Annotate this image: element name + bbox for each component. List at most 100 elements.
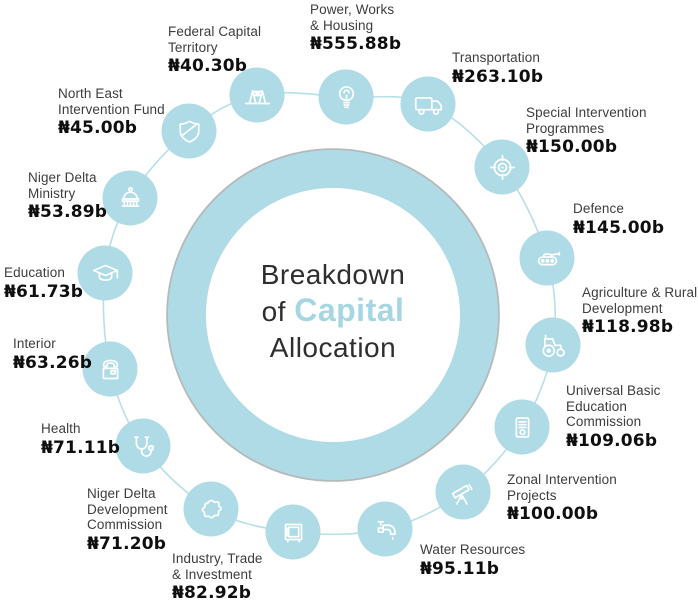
stethoscope-icon [133, 435, 154, 457]
sector-label-industry-trade-investment: Industry, Trade & Investment ₦82.92b [172, 551, 263, 603]
sector-node-interior [82, 341, 138, 397]
sector-label-transportation: Transportation ₦263.10b [452, 50, 543, 87]
sector-amount: ₦145.00b [573, 217, 665, 238]
sector-name-line: Water Resources [420, 542, 526, 557]
sector-name-line: Projects [507, 487, 557, 503]
sector-name-line: Niger Delta [28, 170, 97, 185]
sector-label-agriculture-rural-development: Agriculture & Rural Development ₦118.98b [582, 285, 697, 337]
sector-label-niger-delta-development-commission: Niger Delta Development Commission ₦71.20b [87, 486, 168, 554]
faucet-icon [376, 520, 396, 540]
sector-name-line: Education [566, 398, 627, 414]
title-line-3: Allocation [269, 332, 397, 363]
sector-amount: ₦109.06b [566, 430, 658, 451]
sector-name-line: Power, Works [310, 2, 395, 17]
sector-label-interior: Interior ₦63.26b [13, 336, 92, 373]
sector-name-line: & Investment [172, 566, 252, 582]
sector-amount: ₦555.88b [310, 34, 402, 54]
sector-amount: ₦100.00b [507, 504, 599, 524]
title-capital-highlight: Capital [294, 292, 405, 328]
sector-name-line: Universal Basic [566, 383, 661, 398]
sector-node-education [77, 245, 133, 301]
sector-label-federal-capital-territory: Federal Capital Territory ₦40.30b [168, 24, 261, 76]
sector-node-niger-delta-ministry [102, 170, 158, 226]
sector-node-niger-delta-development-commission [183, 481, 239, 537]
title-line-2: of Capital [208, 291, 458, 331]
sector-label-niger-delta-ministry: Niger Delta Ministry ₦53.89b [28, 170, 107, 222]
truck-icon [414, 96, 442, 115]
sector-amount: ₦40.30b [168, 56, 248, 76]
tank-icon [537, 251, 560, 265]
chart-title: Breakdown of Capital Allocation [208, 258, 458, 365]
sector-node-federal-capital-territory [229, 67, 285, 123]
target-icon [489, 154, 515, 180]
sector-label-power-works-housing: Power, Works & Housing ₦555.88b [310, 2, 401, 54]
sector-name-line: Education [4, 265, 65, 280]
sector-name-line: Industry, Trade [172, 551, 263, 566]
sector-label-north-east-intervention-fund: North East Intervention Fund ₦45.00b [58, 86, 165, 138]
certificate-icon [515, 416, 529, 438]
sector-amount: ₦118.98b [582, 317, 674, 337]
light-bulb-icon [338, 85, 354, 108]
sector-label-special-intervention-programmes: Special Intervention Programmes ₦150.00b [526, 105, 647, 157]
sector-name-line: Health [41, 421, 81, 436]
sector-label-zonal-intervention-projects: Zonal Intervention Projects ₦100.00b [507, 472, 617, 524]
telescope-icon [451, 483, 473, 505]
sector-name-line: Ministry [28, 185, 76, 201]
sector-node-north-east-intervention-fund [161, 103, 217, 159]
sector-name-line: Agriculture & Rural [582, 285, 698, 300]
office-phone-icon [102, 359, 118, 379]
sector-amount: ₦71.11b [41, 437, 121, 458]
sector-node-transportation [400, 76, 456, 132]
sector-name-line: Commission [87, 517, 163, 532]
sector-name-line: Niger Delta [87, 486, 156, 501]
sector-amount: ₦82.92b [172, 583, 252, 603]
sector-label-education: Education ₦61.73b [4, 265, 83, 302]
sector-amount: ₦63.26b [13, 352, 93, 373]
niger-delta-map-icon [200, 499, 222, 519]
sector-amount: ₦61.73b [4, 281, 84, 302]
sector-label-water-resources: Water Resources ₦95.11b [420, 542, 525, 579]
sector-name-line: Federal Capital [168, 24, 262, 39]
sector-amount: ₦53.89b [28, 202, 108, 222]
sector-amount: ₦150.00b [526, 137, 618, 157]
sector-node-special-intervention-programmes [474, 139, 530, 195]
sector-node-industry-trade-investment [265, 504, 321, 560]
sector-name-line: North East [58, 86, 123, 101]
sector-amount: ₦71.20b [87, 533, 167, 554]
sector-name-line: Territory [168, 39, 218, 55]
sector-label-universal-basic-education-commission: Universal Basic Education Commission ₦109.0… [566, 383, 661, 451]
dome-icon [120, 186, 140, 207]
sector-node-power-works-housing [318, 69, 374, 125]
sector-name-line: Defence [573, 201, 624, 216]
sector-name-line: Intervention Fund [58, 101, 165, 117]
sector-name-line: Programmes [526, 120, 605, 136]
sector-name-line: Development [582, 300, 663, 316]
title-line-1: Breakdown [260, 259, 406, 290]
sector-amount: ₦263.10b [452, 66, 544, 87]
sector-name-line: Commission [566, 414, 642, 429]
sector-name-line: Transportation [452, 50, 540, 65]
sector-node-zonal-intervention-projects [435, 464, 491, 520]
sector-label-defence: Defence ₦145.00b [573, 201, 664, 238]
center-ring [168, 150, 498, 480]
sector-amount: ₦45.00b [58, 118, 138, 138]
sector-node-defence [519, 230, 575, 286]
bridge-icon [244, 89, 270, 104]
sector-node-water-resources [357, 501, 413, 557]
sector-name-line: Special Intervention [526, 105, 647, 120]
sector-name-line: Zonal Intervention [507, 472, 617, 487]
ring-outline [166, 148, 500, 482]
safe-icon [284, 523, 302, 543]
sector-name-line: Interior [13, 336, 56, 351]
graduation-cap-icon [92, 264, 118, 281]
sector-label-health: Health ₦71.11b [41, 421, 120, 458]
sector-name-line: Development [87, 501, 168, 517]
title-of: of [261, 296, 295, 327]
sector-amount: ₦95.11b [420, 558, 500, 579]
sector-name-line: & Housing [310, 17, 374, 33]
sector-node-health [115, 418, 171, 474]
sector-node-agriculture-rural-development [525, 317, 581, 373]
sector-node-universal-basic-education-commission [494, 399, 550, 455]
shield-icon [178, 119, 200, 143]
tractor-icon [541, 334, 565, 357]
